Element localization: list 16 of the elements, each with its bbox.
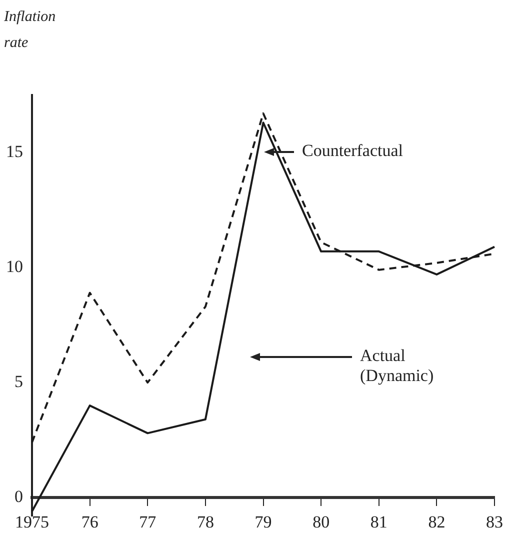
x-tick-label: 76	[81, 512, 98, 532]
x-tick-label: 81	[370, 512, 388, 532]
x-tick-label: 79	[254, 512, 272, 532]
x-tick-label: 80	[312, 512, 330, 532]
annotation: Actual (Dynamic)	[360, 346, 435, 386]
y-tick-label: 15	[6, 142, 23, 161]
annotation: Counterfactual	[302, 141, 404, 161]
x-tick-label: 1975	[15, 512, 49, 532]
y-axis-title: Inflation rate	[4, 8, 57, 53]
x-tick-label: 83	[486, 512, 503, 532]
y-tick-label: 10	[6, 257, 23, 276]
x-tick-label: 82	[428, 512, 446, 532]
y-tick-label: 5	[14, 372, 23, 392]
x-tick-label: 77	[139, 512, 157, 532]
y-tick-label: 0	[14, 487, 23, 506]
x-tick-label: 78	[196, 512, 214, 532]
